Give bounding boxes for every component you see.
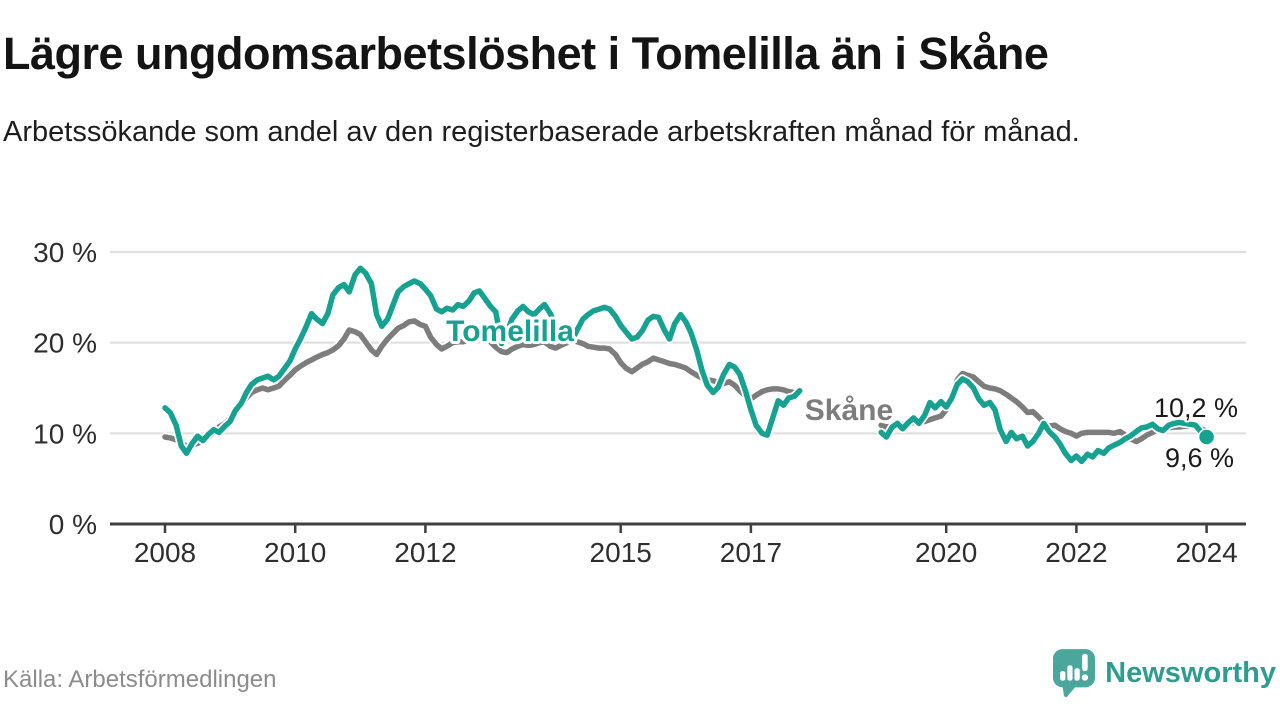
end-value-label-skåne: 10,2 %: [1154, 393, 1238, 423]
series-label-tomelilla: Tomelilla: [446, 315, 574, 348]
y-tick-label: 20 %: [33, 328, 97, 359]
skåne-line: [162, 318, 803, 449]
brand-logo: Newsworthy: [1052, 648, 1276, 698]
x-tick-label: 2012: [394, 537, 456, 568]
series-label-skåne: Skåne: [805, 394, 893, 427]
tomelilla-end-dot: [1197, 428, 1216, 446]
tomelilla-line: [878, 376, 1210, 465]
x-tick-label: 2020: [915, 537, 977, 568]
brand-name: Newsworthy: [1105, 656, 1276, 689]
x-tick-label: 2008: [134, 537, 196, 568]
y-tick-label: 30 %: [33, 237, 97, 268]
y-tick-label: 0 %: [49, 509, 97, 540]
x-tick-label: 2024: [1175, 537, 1237, 568]
end-value-label-tomelilla: 9,6 %: [1165, 443, 1234, 473]
x-tick-label: 2017: [720, 537, 782, 568]
tomelilla-line: [162, 265, 803, 457]
page-title: Lägre ungdomsarbetslöshet i Tomelilla än…: [3, 28, 1049, 79]
x-tick-label: 2015: [590, 537, 652, 568]
source-note: Källa: Arbetsförmedlingen: [3, 666, 277, 693]
page-subtitle: Arbetssökande som andel av den registerb…: [3, 116, 1080, 148]
x-tick-label: 2022: [1045, 537, 1107, 568]
y-tick-label: 10 %: [33, 418, 97, 449]
x-tick-label: 2010: [264, 537, 326, 568]
newsworthy-icon: [1052, 648, 1096, 698]
